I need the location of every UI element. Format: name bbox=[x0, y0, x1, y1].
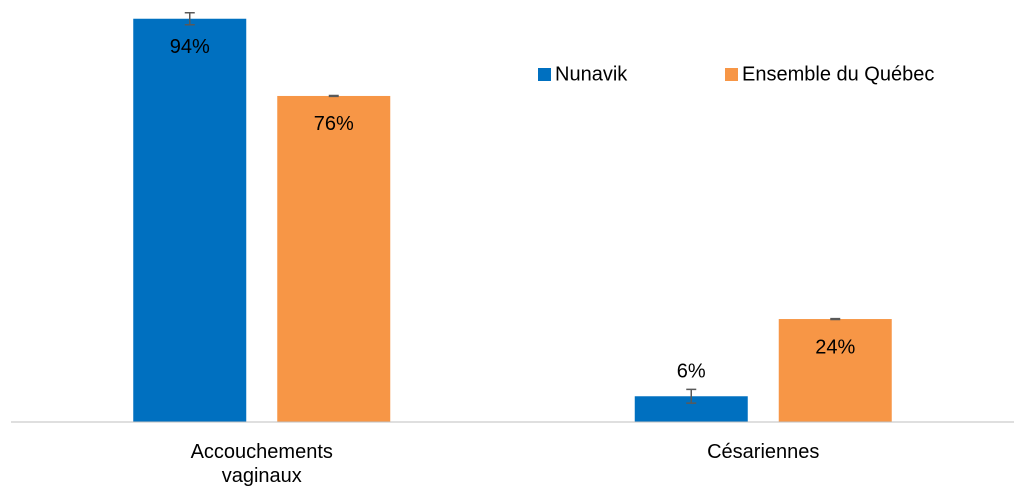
error-bar bbox=[686, 388, 697, 404]
data-label: 6% bbox=[677, 361, 706, 383]
error-bar bbox=[184, 11, 195, 26]
legend-label: Ensemble du Québec bbox=[742, 63, 934, 85]
legend-label: Nunavik bbox=[555, 63, 628, 85]
error-bar bbox=[830, 317, 841, 321]
error-bar bbox=[328, 94, 339, 98]
data-label: 94% bbox=[170, 36, 210, 58]
data-label: 24% bbox=[815, 336, 855, 358]
data-label: 76% bbox=[314, 113, 354, 135]
x-tick-label: Accouchements vaginaux bbox=[190, 441, 333, 487]
bar bbox=[277, 95, 391, 423]
legend-swatch bbox=[538, 68, 551, 81]
bar bbox=[778, 319, 892, 422]
legend-swatch bbox=[725, 68, 738, 81]
x-tick-label: Césariennes bbox=[707, 441, 820, 463]
bar bbox=[133, 18, 247, 423]
